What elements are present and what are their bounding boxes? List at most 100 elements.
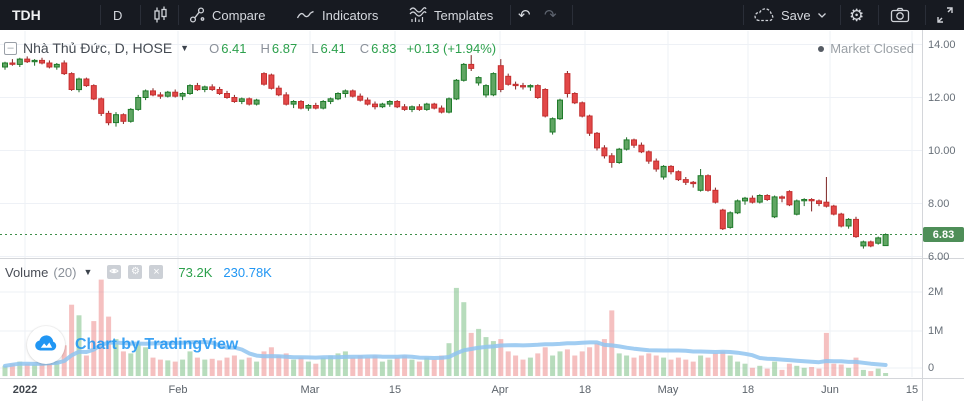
volume-bar	[106, 316, 112, 376]
price-axis-label: 6.00	[928, 250, 950, 263]
volume-bar	[816, 368, 822, 376]
volume-bar	[431, 359, 437, 376]
volume-visibility-button[interactable]	[107, 265, 122, 279]
compare-button[interactable]: Compare	[188, 0, 265, 30]
candle	[231, 97, 238, 102]
templates-button[interactable]: Templates	[408, 0, 493, 30]
high-label: H	[260, 40, 270, 56]
volume-bar	[439, 355, 445, 376]
volume-bar	[217, 360, 223, 376]
toolbar-separator	[925, 5, 926, 25]
candle	[497, 65, 504, 90]
time-axis-label: Jun	[821, 384, 839, 396]
candle	[727, 212, 734, 228]
volume-bar	[128, 353, 134, 376]
last-price-badge: 6.83	[923, 227, 964, 242]
volume-dropdown-icon[interactable]: ▼	[83, 267, 93, 277]
volume-bar	[668, 359, 674, 376]
open-value: 6.41	[221, 40, 247, 56]
candle	[527, 85, 534, 88]
candle	[475, 77, 482, 84]
volume-bar	[46, 359, 52, 376]
candle	[261, 73, 267, 85]
candlestick-icon	[150, 4, 170, 26]
volume-bar	[409, 359, 415, 376]
tradingview-logo-icon[interactable]	[27, 326, 65, 364]
candle	[150, 90, 156, 96]
interval-button[interactable]: D	[113, 0, 122, 30]
redo-button[interactable]: ↷	[544, 0, 557, 30]
indicators-icon	[296, 7, 316, 23]
candle	[379, 103, 386, 108]
undo-icon: ↶	[518, 6, 531, 24]
symbol-legend[interactable]: – Nhà Thủ Đức, D, HOSE ▼ O 6.41 H 6.87 L 6.…	[4, 40, 496, 56]
volume-bar	[231, 355, 237, 376]
volume-remove-button[interactable]: ×	[149, 265, 164, 279]
volume-bar	[712, 353, 718, 376]
volume-axis-label: 1M	[928, 325, 944, 337]
candle	[423, 103, 430, 110]
pane-separator[interactable]	[0, 258, 964, 259]
fullscreen-button[interactable]	[936, 0, 954, 30]
candle	[675, 171, 682, 181]
volume-bar	[209, 358, 215, 376]
screenshot-button[interactable]	[890, 0, 910, 30]
volume-bar	[727, 355, 733, 376]
save-button[interactable]: Save	[753, 0, 827, 30]
collapse-icon[interactable]: –	[4, 41, 17, 55]
volume-bar	[535, 353, 541, 376]
indicators-button[interactable]: Indicators	[296, 0, 378, 30]
low-value: 6.41	[320, 40, 346, 56]
volume-title[interactable]: Volume	[5, 264, 49, 280]
legend-dropdown-icon[interactable]: ▼	[180, 43, 190, 53]
settings-button[interactable]: ⚙	[849, 0, 864, 30]
candle	[16, 58, 23, 65]
top-toolbar: TDH D Compare	[0, 0, 964, 30]
compare-icon	[188, 6, 206, 24]
candle	[468, 63, 475, 69]
time-axis-label: Mar	[300, 384, 320, 396]
volume-settings-button[interactable]: ⚙	[128, 265, 143, 279]
tradingview-watermark[interactable]: Chart by TradingView	[27, 326, 238, 364]
candle	[438, 107, 445, 113]
time-axis-border	[0, 378, 964, 379]
volume-bar	[572, 355, 578, 376]
candle	[786, 191, 793, 206]
volume-bar	[764, 368, 770, 376]
volume-bar	[735, 361, 741, 376]
candle	[594, 132, 600, 149]
candle	[460, 63, 467, 81]
chart-style-button[interactable]	[150, 0, 170, 30]
volume-bar	[498, 339, 504, 376]
volume-bar	[328, 355, 334, 376]
candle	[705, 175, 711, 191]
volume-bar	[557, 351, 563, 376]
price-axis[interactable]	[923, 30, 964, 378]
market-status-dot-icon	[818, 45, 825, 52]
volume-bar	[402, 355, 408, 376]
candle	[771, 196, 778, 218]
volume-bar	[749, 367, 755, 376]
volume-bar	[202, 359, 208, 376]
symbol-button[interactable]: TDH	[12, 0, 41, 30]
candle	[298, 101, 304, 109]
volume-bar	[616, 353, 622, 376]
volume-bar	[32, 364, 38, 376]
volume-bar	[298, 357, 304, 376]
candle	[571, 93, 578, 104]
candle	[105, 112, 112, 124]
volume-bar	[379, 361, 385, 376]
candle	[431, 103, 438, 109]
time-axis[interactable]	[0, 378, 964, 401]
volume-bar	[468, 332, 474, 376]
volume-bar	[372, 355, 378, 376]
volume-axis-label: 2M	[928, 286, 944, 298]
candle	[793, 200, 800, 215]
legend-title[interactable]: Nhà Thủ Đức, D, HOSE	[23, 40, 173, 56]
candle	[216, 89, 223, 94]
candle	[483, 85, 489, 96]
volume-bar	[779, 369, 785, 376]
undo-button[interactable]: ↶	[518, 0, 531, 30]
high-value: 6.87	[271, 40, 298, 56]
